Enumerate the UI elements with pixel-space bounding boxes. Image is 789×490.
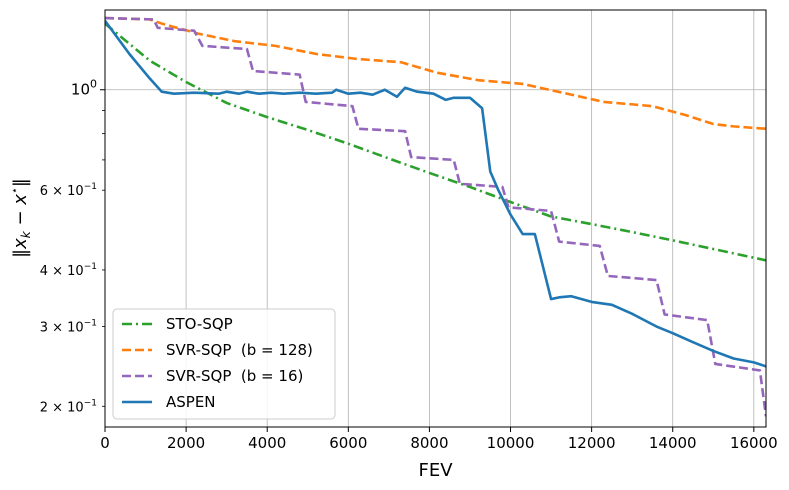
legend-label: ASPEN [166, 393, 216, 411]
x-tick-label: 16000 [730, 434, 778, 452]
series-line-svr-sqp-b-16 [105, 16, 766, 417]
plot-frame [104, 9, 767, 428]
x-tick-label: 6000 [329, 434, 367, 452]
y-axis-ticks: 100 2 × 10−1 3 × 10−1 4 × 10−1 6 × 10−1 [40, 78, 105, 415]
legend-box [112, 308, 336, 420]
y-minor-tick-label: 6 × 10−1 [40, 182, 97, 199]
grid-lines [104, 10, 766, 427]
y-axis-label: ‖xk − x⋆‖ [8, 178, 33, 258]
y-major-tick-label: 100 [71, 78, 97, 99]
legend-label: SVR-SQP (b = 16) [166, 367, 303, 385]
legend-label: SVR-SQP (b = 128) [166, 341, 313, 359]
x-axis-ticks: 0 2000 4000 6000 8000 10000 12000 14000 16000 [100, 427, 778, 452]
series-line-aspen [105, 20, 766, 368]
x-tick-label: 2000 [167, 434, 205, 452]
series-line-sto-sqp [105, 22, 766, 262]
y-minor-tick-label: 3 × 10−1 [40, 319, 97, 336]
series-line-svr-sqp-b-128 [105, 16, 766, 131]
x-tick-label: 12000 [568, 434, 616, 452]
x-tick-label: 8000 [410, 434, 448, 452]
x-axis-label: FEV [418, 460, 453, 481]
y-minor-tick-label: 2 × 10−1 [40, 398, 97, 415]
x-tick-label: 14000 [649, 434, 697, 452]
y-minor-tick-label: 4 × 10−1 [40, 262, 97, 279]
x-tick-label: 0 [100, 434, 110, 452]
series-lines [105, 16, 766, 417]
x-tick-label: 4000 [248, 434, 286, 452]
x-tick-label: 10000 [487, 434, 535, 452]
legend: STO-SQP SVR-SQP (b = 128) SVR-SQP (b = 16)… [112, 308, 336, 420]
legend-label: STO-SQP [166, 315, 233, 333]
